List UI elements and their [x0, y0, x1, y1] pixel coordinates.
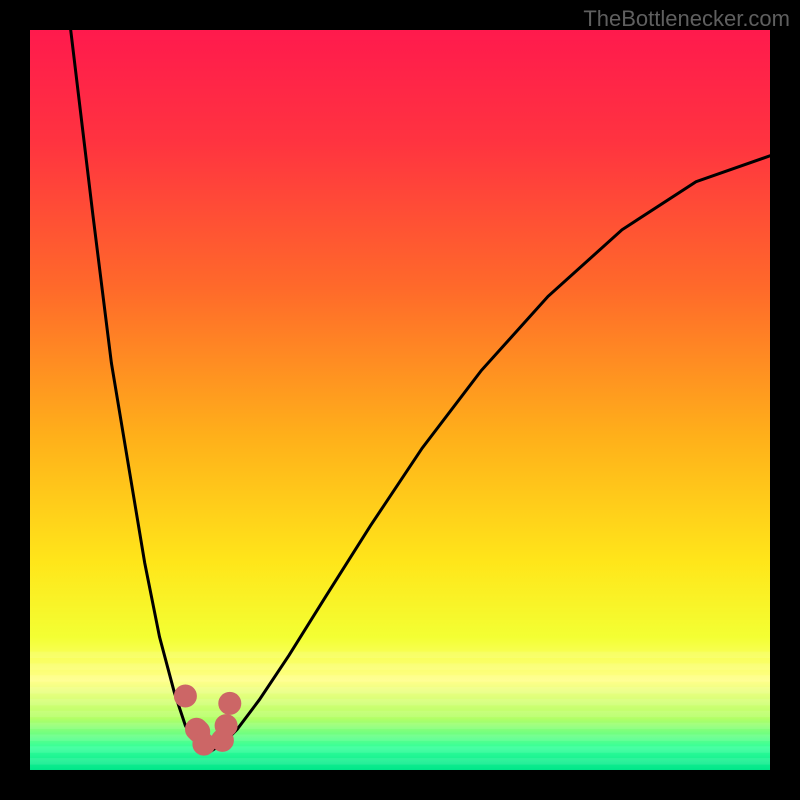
valley-marker — [219, 692, 241, 714]
watermark-text: TheBottlenecker.com — [583, 6, 790, 32]
bottleneck-chart — [0, 0, 800, 800]
valley-marker — [174, 685, 196, 707]
valley-marker — [215, 715, 237, 737]
gradient-banding — [30, 652, 770, 771]
